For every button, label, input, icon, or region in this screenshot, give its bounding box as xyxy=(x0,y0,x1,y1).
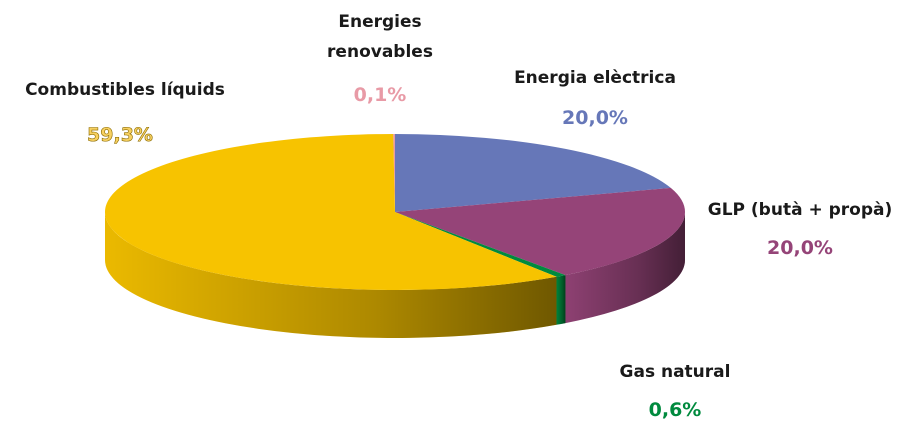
slice xyxy=(395,134,671,212)
value-label: 20,0% xyxy=(562,107,628,129)
value-label: 20,0% xyxy=(767,237,833,259)
category-label: Energies renovables xyxy=(327,12,433,62)
slice-side-shade xyxy=(565,212,685,324)
slice xyxy=(104,134,557,290)
category-label: Energia elèctrica xyxy=(514,68,676,88)
value-label: 59,3% xyxy=(87,124,154,147)
slice xyxy=(395,212,566,277)
slice xyxy=(393,134,395,212)
slice-side-shade xyxy=(105,212,557,338)
category-label: GLP (butà + propà) xyxy=(707,200,893,220)
slice xyxy=(395,187,685,276)
slice-side-shade xyxy=(556,275,566,325)
category-label: Combustibles líquids xyxy=(25,80,225,100)
category-label: Gas natural xyxy=(619,362,731,382)
value-label: 0,6% xyxy=(648,399,702,421)
value-label: 0,1% xyxy=(353,84,407,106)
